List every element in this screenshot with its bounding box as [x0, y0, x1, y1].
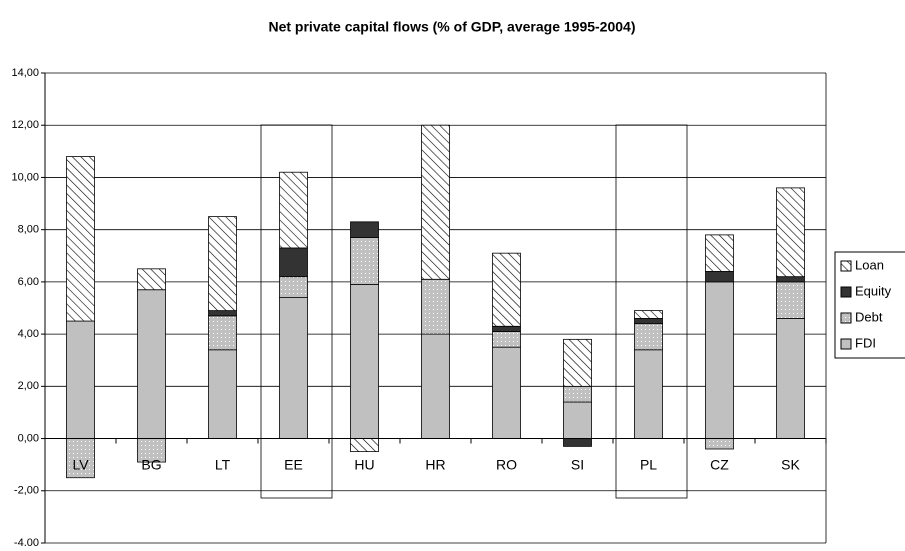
highlight-box: [615, 124, 688, 499]
bar-segment: [563, 401, 592, 439]
bar-segment: [705, 271, 734, 283]
bar-segment: [279, 171, 308, 249]
bar-segment: [350, 237, 379, 285]
bar-segment: [66, 438, 95, 479]
y-tick-label: 8,00: [18, 224, 39, 236]
bar-segment: [279, 276, 308, 298]
y-tick-label: 14,00: [11, 67, 39, 79]
x-tick-label: HR: [425, 456, 445, 472]
bar-segment: [137, 268, 166, 291]
bar-segment: [421, 278, 450, 335]
bar-segment: [634, 318, 663, 325]
legend-swatch: [840, 260, 852, 272]
legend-label: Debt: [855, 309, 883, 324]
bar-segment: [563, 338, 592, 387]
legend-swatch: [840, 338, 852, 350]
bar-segment: [66, 156, 95, 322]
bar-segment: [776, 318, 805, 439]
bar-segment: [492, 252, 521, 327]
bar-segment: [634, 310, 663, 319]
bar-segment: [492, 346, 521, 439]
x-tick-label: RO: [496, 456, 517, 472]
chart-title: Net private capital flows (% of GDP, ave…: [268, 19, 635, 35]
y-tick-label: 2,00: [18, 380, 39, 392]
y-tick-label: 10,00: [11, 171, 39, 183]
x-tick-label: EE: [284, 456, 303, 472]
x-tick-label: SI: [571, 456, 584, 472]
legend-swatch: [840, 286, 852, 298]
bar-segment: [350, 221, 379, 238]
bar-segment: [776, 281, 805, 319]
x-tick-label: PL: [640, 456, 657, 472]
bar-segment: [66, 320, 95, 439]
bar-segment: [137, 289, 166, 439]
bar-segment: [350, 438, 379, 453]
bar-segment: [208, 349, 237, 439]
bar-segment: [563, 438, 592, 447]
bar-segment: [705, 281, 734, 439]
bar-segment: [563, 385, 592, 403]
bar-segment: [421, 124, 450, 280]
bar-segment: [705, 438, 734, 450]
bar-segment: [776, 276, 805, 283]
bar-segment: [350, 284, 379, 439]
legend-label: Loan: [855, 257, 884, 272]
bar-segment: [279, 247, 308, 278]
x-tick-label: CZ: [710, 456, 729, 472]
x-tick-label: HU: [354, 456, 374, 472]
x-tick-label: BG: [141, 456, 161, 472]
highlight-box: [260, 124, 333, 499]
legend-swatch: [840, 312, 852, 324]
legend-label: FDI: [855, 335, 876, 350]
x-tick-label: LT: [215, 456, 231, 472]
bar-segment: [421, 333, 450, 439]
y-tick-label: -2,00: [14, 485, 39, 497]
y-tick-label: 4,00: [18, 328, 39, 340]
bar-segment: [492, 331, 521, 348]
bar-segment: [208, 315, 237, 351]
legend-label: Equity: [855, 283, 892, 298]
bar-segment: [705, 234, 734, 272]
bar-segment: [208, 310, 237, 317]
y-tick-label: 12,00: [11, 119, 39, 131]
bar-segment: [492, 325, 521, 332]
bar-segment: [208, 216, 237, 312]
bar-segment: [634, 323, 663, 351]
y-tick-label: 6,00: [18, 276, 39, 288]
bar-segment: [776, 187, 805, 278]
y-tick-label: -4,00: [14, 537, 39, 546]
y-tick-label: 0,00: [18, 432, 39, 444]
x-tick-label: SK: [781, 456, 800, 472]
x-tick-label: LV: [72, 456, 89, 472]
bar-segment: [634, 349, 663, 439]
bar-segment: [279, 297, 308, 439]
